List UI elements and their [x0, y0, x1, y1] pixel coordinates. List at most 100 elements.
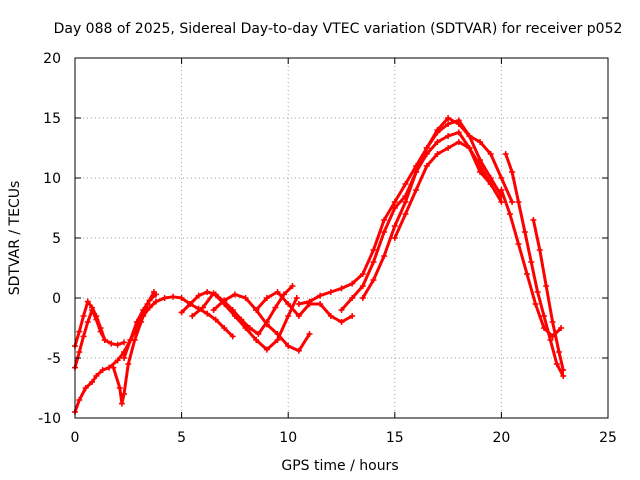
data-point — [391, 223, 398, 229]
data-point — [108, 340, 115, 347]
data-point — [536, 247, 543, 253]
data-point — [80, 313, 87, 319]
data-point — [359, 295, 366, 301]
data-point — [391, 235, 398, 241]
y-axis-label: SDTVAR / TECUs — [7, 181, 23, 296]
data-point — [295, 347, 302, 354]
data-point — [204, 289, 211, 295]
data-point — [549, 319, 556, 325]
data-point — [161, 295, 168, 301]
x-tick-label: 5 — [177, 430, 186, 446]
data-point — [93, 373, 100, 379]
series-line-14 — [504, 152, 565, 378]
data-point — [434, 127, 441, 133]
data-point — [532, 301, 539, 307]
data-point — [280, 291, 287, 298]
data-point — [555, 349, 562, 355]
data-point — [391, 199, 398, 205]
data-point — [560, 373, 567, 379]
data-point — [140, 307, 147, 313]
data-point — [423, 145, 430, 151]
data-point — [528, 259, 535, 265]
data-point — [317, 301, 324, 307]
series-line-2 — [73, 308, 107, 370]
data-point — [541, 325, 548, 331]
data-point — [434, 139, 441, 145]
y-tick-label: 20 — [43, 51, 61, 67]
data-point — [434, 151, 441, 157]
data-point — [349, 313, 356, 319]
data-point — [506, 211, 513, 217]
data-point — [487, 181, 494, 187]
data-point — [99, 367, 106, 373]
data-point — [242, 295, 249, 301]
chart-title: Day 088 of 2025, Sidereal Day-to-day VTE… — [54, 21, 623, 37]
data-point — [221, 325, 228, 331]
series-line-11 — [340, 130, 493, 312]
grid-layer — [75, 58, 608, 418]
data-point — [263, 321, 270, 328]
data-point — [121, 339, 128, 346]
data-point — [274, 289, 281, 295]
data-point — [327, 289, 334, 295]
data-point — [327, 313, 334, 319]
data-point — [153, 298, 160, 305]
data-point — [317, 292, 324, 299]
data-point — [253, 307, 260, 313]
data-point — [521, 229, 528, 235]
data-point — [231, 291, 238, 298]
data-point — [80, 333, 87, 340]
series-line-9 — [254, 290, 354, 324]
data-point — [445, 115, 452, 121]
data-point — [212, 316, 219, 323]
data-point — [76, 397, 83, 403]
data-point — [402, 199, 409, 205]
data-point — [285, 313, 292, 319]
data-point — [187, 301, 194, 307]
data-point — [455, 121, 462, 127]
data-point — [306, 298, 313, 305]
data-point — [515, 241, 522, 247]
series-line-15 — [499, 188, 563, 338]
data-point — [498, 187, 505, 193]
data-point — [97, 325, 104, 331]
data-point — [84, 298, 91, 305]
data-point — [76, 349, 83, 355]
data-point — [178, 309, 185, 316]
data-point — [195, 292, 202, 299]
data-point — [502, 151, 509, 157]
data-point — [370, 277, 377, 283]
data-point — [445, 133, 452, 139]
data-point — [402, 211, 409, 217]
y-tick-label: -5 — [47, 351, 61, 367]
data-point — [295, 313, 302, 319]
data-point — [534, 289, 541, 295]
data-point — [558, 325, 565, 331]
series-line-8 — [212, 292, 311, 353]
data-point — [423, 163, 430, 169]
data-point — [255, 331, 262, 337]
data-point — [125, 361, 132, 367]
data-point — [170, 293, 177, 300]
data-point — [509, 199, 516, 205]
data-point — [127, 337, 134, 343]
x-tick-label: 0 — [71, 430, 80, 446]
series-line-5 — [122, 292, 158, 360]
data-point — [498, 199, 505, 205]
x-tick-label: 10 — [279, 430, 297, 446]
data-point — [263, 295, 270, 301]
data-point — [553, 361, 560, 367]
data-point — [381, 229, 388, 235]
y-tick-label: 0 — [52, 291, 61, 307]
data-point — [560, 367, 567, 373]
data-point — [338, 319, 345, 325]
data-point — [242, 325, 249, 331]
data-point — [413, 187, 420, 193]
data-point — [445, 145, 452, 151]
data-point — [285, 301, 292, 307]
data-point — [93, 313, 100, 319]
data-point — [547, 337, 554, 343]
y-tick-label: 10 — [43, 171, 61, 187]
tick-layer: 0 5 10 15 20 25 -10 -5 0 5 10 15 20 — [38, 51, 617, 446]
